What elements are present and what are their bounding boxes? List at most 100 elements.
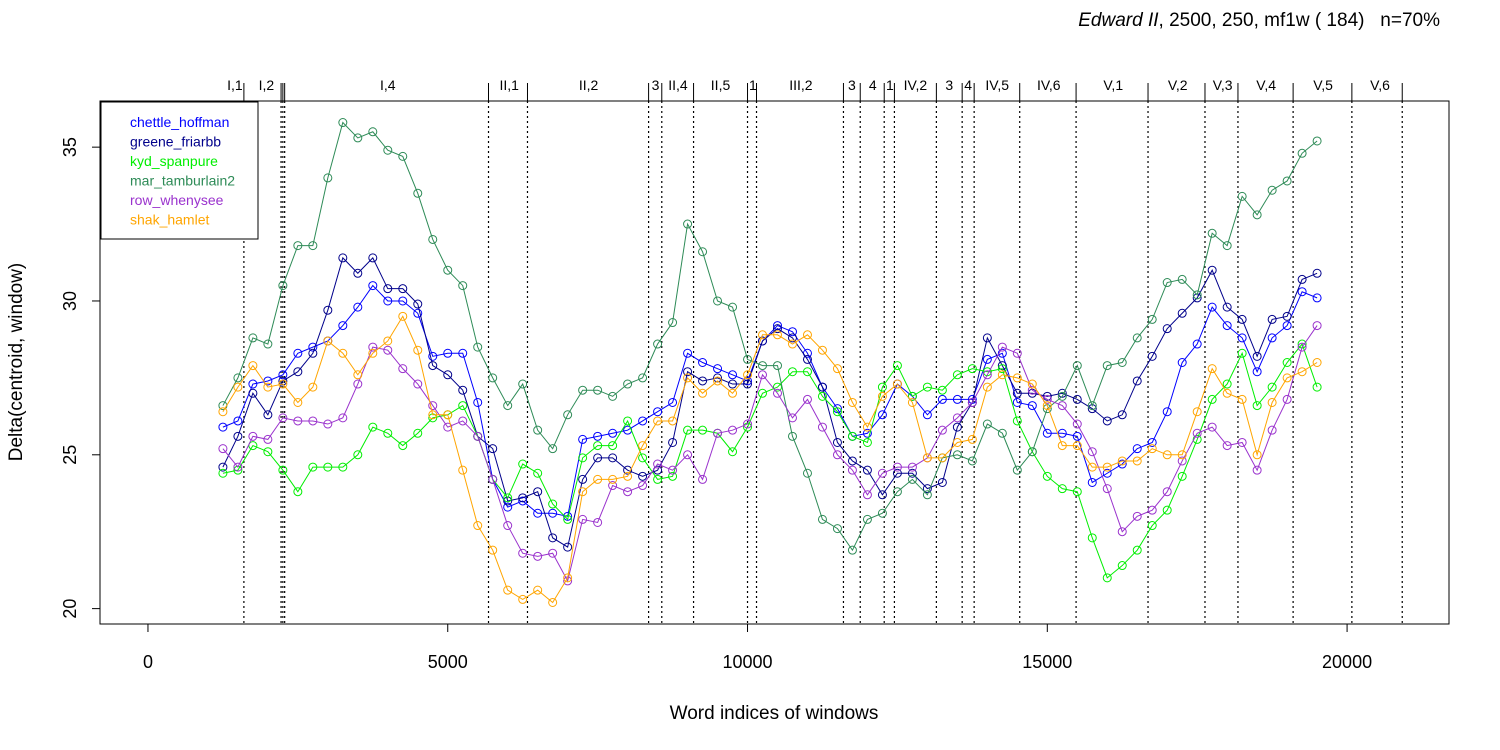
point-greene_friarbb-49 [952, 422, 962, 432]
point-row_whenysee-45 [892, 462, 902, 472]
point-chettle_hoffman-30 [668, 397, 678, 407]
point-greene_friarbb-61 [1132, 376, 1142, 386]
point-kyd_spanpure-53 [1012, 416, 1022, 426]
point-row_whenysee-18 [488, 474, 498, 484]
point-row_whenysee-5 [293, 416, 303, 426]
point-greene_friarbb-18 [488, 444, 498, 454]
point-row_whenysee-59 [1102, 484, 1112, 494]
point-shak_hamlet-37 [772, 330, 782, 340]
point-chettle_hoffman-15 [443, 348, 453, 358]
point-chettle_hoffman-24 [578, 434, 588, 444]
chart-title: Edward II, 2500, 250, mf1w ( 184) n=70% [1078, 10, 1440, 31]
point-kyd_spanpure-55 [1042, 471, 1052, 481]
point-row_whenysee-16 [458, 416, 468, 426]
point-kyd_spanpure-21 [533, 468, 543, 478]
point-kyd_spanpure-57 [1072, 487, 1082, 497]
point-mar_tamburlain2-41 [832, 524, 842, 534]
point-kyd_spanpure-8 [338, 462, 348, 472]
legend: chettle_hoffman greene_friarbb kyd_spanpur… [100, 101, 259, 240]
point-shak_hamlet-49 [952, 437, 962, 447]
y-tick-label-0: 20 [60, 599, 80, 619]
point-kyd_spanpure-22 [548, 499, 558, 509]
point-shak_hamlet-62 [1147, 444, 1157, 454]
point-kyd_spanpure-68 [1237, 348, 1247, 358]
point-row_whenysee-19 [503, 521, 513, 531]
point-shak_hamlet-6 [308, 382, 318, 392]
act-label-7: II,5 [711, 77, 731, 93]
point-greene_friarbb-69 [1252, 351, 1262, 361]
point-chettle_hoffman-23 [563, 511, 573, 521]
point-row_whenysee-6 [308, 416, 318, 426]
point-greene_friarbb-46 [907, 468, 917, 478]
act-label-12: 1 [886, 77, 894, 93]
point-mar_tamburlain2-44 [877, 508, 887, 518]
point-kyd_spanpure-38 [787, 367, 797, 377]
point-row_whenysee-37 [772, 388, 782, 398]
point-mar_tamburlain2-23 [563, 410, 573, 420]
legend-entry-shak_hamlet: shak_hamlet [130, 212, 209, 228]
point-kyd_spanpure-32 [698, 425, 708, 435]
act-label-13: IV,2 [904, 77, 928, 93]
point-chettle_hoffman-62 [1147, 437, 1157, 447]
point-chettle_hoffman-67 [1222, 321, 1232, 331]
point-row_whenysee-35 [743, 419, 753, 429]
act-label-18: V,1 [1103, 77, 1123, 93]
point-shak_hamlet-31 [683, 373, 693, 383]
point-row_whenysee-56 [1057, 401, 1067, 411]
point-mar_tamburlain2-16 [458, 281, 468, 291]
series-line-shak_hamlet [222, 315, 1318, 604]
point-shak_hamlet-59 [1102, 462, 1112, 472]
point-row_whenysee-20 [518, 548, 528, 558]
point-kyd_spanpure-62 [1147, 521, 1157, 531]
point-chettle_hoffman-17 [473, 397, 483, 407]
act-label-21: V,4 [1256, 77, 1276, 93]
act-label-9: III,2 [789, 77, 813, 93]
point-chettle_hoffman-32 [698, 358, 708, 367]
act-label-15: 4 [964, 77, 972, 93]
point-chettle_hoffman-57 [1072, 431, 1082, 441]
point-row_whenysee-40 [817, 422, 827, 432]
point-chettle_hoffman-66 [1207, 302, 1217, 312]
point-row_whenysee-51 [982, 370, 992, 380]
point-mar_tamburlain2-39 [802, 468, 812, 478]
point-chettle_hoffman-49 [952, 394, 962, 404]
point-kyd_spanpure-63 [1162, 505, 1172, 515]
point-row_whenysee-67 [1222, 441, 1232, 451]
point-row_whenysee-58 [1087, 447, 1097, 457]
act-label-11: 4 [869, 77, 877, 93]
point-mar_tamburlain2-1 [233, 373, 243, 383]
point-shak_hamlet-11 [383, 336, 393, 346]
point-kyd_spanpure-47 [922, 382, 932, 392]
point-chettle_hoffman-43 [862, 428, 872, 438]
act-label-0: I,1 [227, 77, 243, 93]
point-greene_friarbb-28 [638, 471, 648, 481]
chart-title-rest: , 2500, 250, mf1w ( 184) n=70% [1159, 10, 1441, 31]
point-greene_friarbb-5 [293, 367, 303, 377]
point-chettle_hoffman-47 [922, 410, 932, 420]
point-row_whenysee-34 [728, 425, 738, 435]
point-mar_tamburlain2-71 [1282, 176, 1292, 186]
point-row_whenysee-38 [787, 413, 797, 423]
point-greene_friarbb-37 [772, 324, 782, 334]
point-mar_tamburlain2-57 [1072, 361, 1082, 371]
point-mar_tamburlain2-37 [772, 361, 782, 371]
point-greene_friarbb-21 [533, 487, 543, 497]
point-mar_tamburlain2-64 [1177, 274, 1187, 284]
point-chettle_hoffman-72 [1297, 287, 1307, 297]
point-shak_hamlet-27 [623, 471, 633, 481]
point-mar_tamburlain2-28 [638, 373, 648, 383]
point-kyd_spanpure-0 [218, 468, 228, 478]
point-kyd_spanpure-10 [368, 422, 378, 432]
point-mar_tamburlain2-43 [862, 514, 872, 524]
point-chettle_hoffman-22 [548, 508, 558, 518]
point-mar_tamburlain2-18 [488, 373, 498, 383]
point-greene_friarbb-72 [1297, 274, 1307, 284]
point-mar_tamburlain2-22 [548, 444, 558, 454]
point-greene_friarbb-14 [428, 361, 438, 371]
point-shak_hamlet-8 [338, 348, 348, 358]
point-row_whenysee-49 [952, 413, 962, 423]
point-kyd_spanpure-70 [1267, 382, 1277, 392]
point-shak_hamlet-9 [353, 370, 363, 380]
point-chettle_hoffman-63 [1162, 407, 1172, 417]
act-label-5: 3 [652, 77, 660, 93]
